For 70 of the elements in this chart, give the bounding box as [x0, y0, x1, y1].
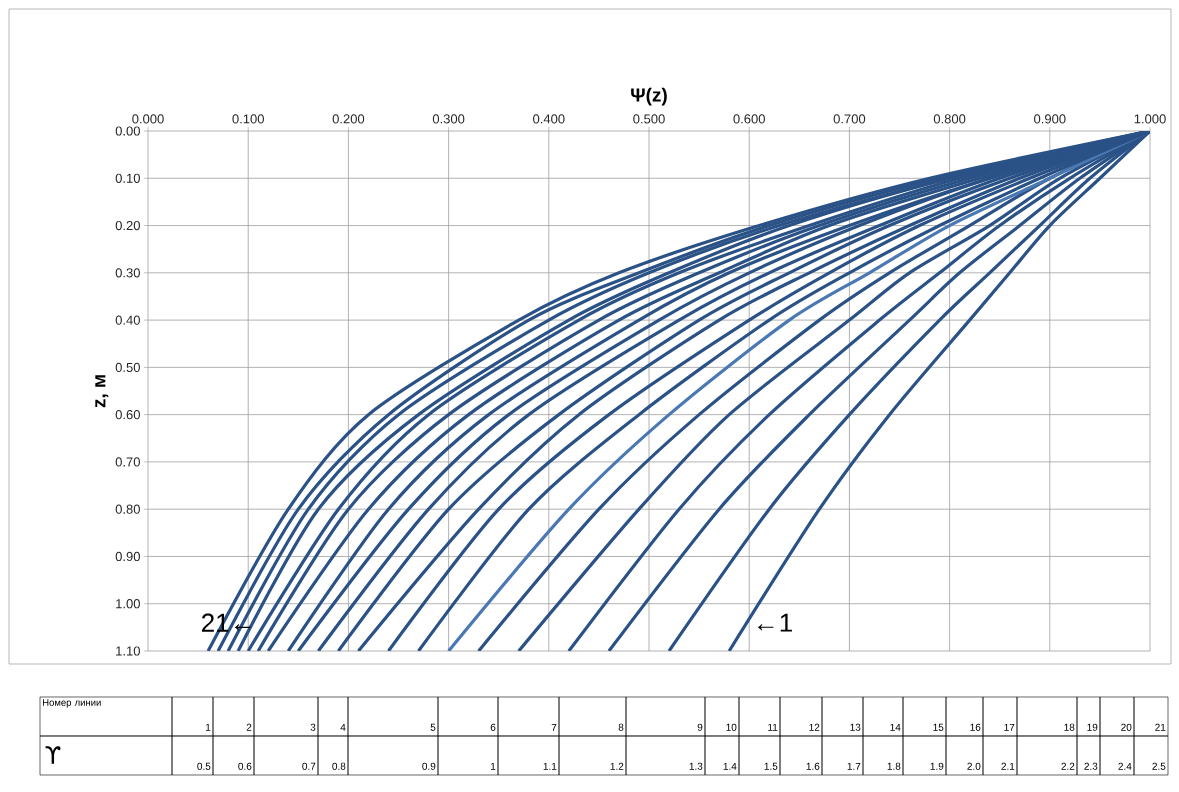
text: 18 — [1064, 723, 1075, 731]
text: 7 — [551, 723, 557, 731]
text: 4 — [340, 723, 346, 731]
x-tick-label: 0.600 — [733, 114, 765, 124]
text: 10 — [726, 723, 737, 731]
text: 20 — [1121, 723, 1132, 731]
y-tick-label: 0.30 — [115, 268, 140, 278]
x-tick-label: 0.700 — [833, 114, 866, 124]
text: 5 — [430, 723, 436, 731]
text: 12 — [809, 723, 820, 731]
y-tick-label: 0.50 — [115, 362, 140, 372]
x-axis-title: Ψ(z) — [631, 87, 667, 106]
text: ϒ — [45, 746, 61, 764]
text: 0.6 — [238, 762, 252, 770]
text: 13 — [850, 723, 861, 731]
text: 16 — [970, 723, 981, 731]
x-tick-label: 0.200 — [332, 114, 365, 124]
text: 1.1 — [543, 762, 557, 770]
text: 1.3 — [689, 762, 703, 770]
text: 2.3 — [1084, 762, 1098, 770]
text: 17 — [1004, 723, 1015, 731]
text: 2.5 — [1152, 762, 1166, 770]
y-tick-label: 0.00 — [115, 126, 140, 136]
text: 8 — [618, 723, 624, 731]
text: 3 — [310, 723, 316, 731]
y-tick-label: 1.00 — [116, 599, 140, 609]
x-tick-label: 0.500 — [633, 114, 665, 124]
text: 19 — [1087, 723, 1098, 731]
y-tick-label: 0.10 — [115, 173, 140, 183]
text: 1.6 — [806, 762, 820, 770]
text: 2.1 — [1001, 762, 1015, 770]
text: 14 — [890, 723, 901, 731]
y-tick-label: 0.40 — [115, 315, 140, 325]
text: 1.2 — [610, 762, 624, 770]
text: 2.4 — [1118, 762, 1132, 770]
text: 1.7 — [847, 762, 861, 770]
text: 9 — [697, 723, 703, 731]
x-tick-label: 0.800 — [933, 114, 966, 124]
text: 1.8 — [887, 762, 901, 770]
text: 2.0 — [967, 762, 981, 770]
y-tick-label: 0.70 — [115, 457, 140, 467]
text: 0.8 — [332, 762, 346, 770]
text: 1.4 — [723, 762, 737, 770]
x-tick-label: 1.000 — [1134, 114, 1166, 124]
x-tick-label: 0.000 — [132, 114, 164, 124]
text: 0.9 — [422, 762, 436, 770]
text: 0.7 — [302, 762, 316, 770]
text: 1 — [491, 762, 496, 770]
text: 1 — [206, 723, 211, 731]
text: 6 — [490, 723, 496, 731]
text: 2.2 — [1061, 762, 1075, 770]
y-tick-label: 0.90 — [115, 551, 140, 562]
text: 0.5 — [197, 762, 211, 770]
y-tick-label: 0.20 — [115, 220, 140, 231]
text: Номер линии — [42, 699, 101, 708]
y-tick-label: 0.80 — [115, 504, 140, 514]
y-tick-label: 1.10 — [116, 646, 140, 656]
x-tick-label: 0.900 — [1034, 114, 1066, 124]
x-tick-label: 0.100 — [232, 114, 264, 124]
annotation: ←1 — [758, 613, 792, 632]
text: 15 — [933, 723, 944, 731]
text: 2 — [246, 723, 252, 731]
text: 1.9 — [930, 762, 944, 770]
text: 21 — [1155, 723, 1166, 731]
x-tick-label: 0.400 — [533, 114, 565, 124]
text: 11 — [768, 723, 778, 731]
text: 1.5 — [764, 762, 778, 770]
y-tick-label: 0.60 — [115, 410, 140, 420]
y-axis-title: z, м — [95, 375, 109, 408]
x-tick-label: 0.300 — [432, 114, 465, 124]
